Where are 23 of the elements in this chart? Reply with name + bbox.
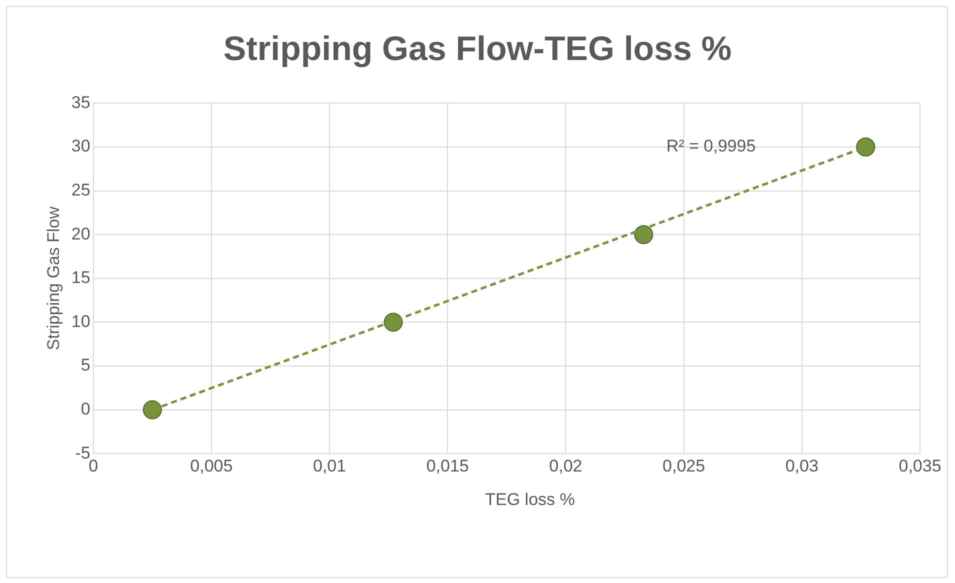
y-tick-label: -5 (75, 443, 90, 462)
x-tick-label: 0,02 (549, 456, 582, 476)
y-tick-label: 5 (80, 356, 90, 375)
x-tick-label: 0,01 (312, 456, 346, 476)
x-tick-label: 0,03 (785, 456, 818, 476)
point (634, 225, 654, 244)
y-tick-label: 35 (71, 92, 90, 112)
y-tick-label: 15 (71, 268, 90, 288)
y-tick-label: 20 (71, 224, 90, 244)
x-tick-label: 0,005 (190, 456, 233, 476)
x-axis-title: TEG loss % (484, 490, 576, 510)
y-axis-title: Stripping Gas Flow (44, 206, 63, 350)
point (142, 400, 162, 420)
x-tick-label: 0,025 (662, 456, 706, 476)
y-tick-label: 10 (71, 312, 90, 331)
point (856, 138, 876, 156)
y-tick-label: 25 (71, 180, 90, 200)
y-tick-label: 0 (80, 399, 90, 418)
x-tick-label: 0,035 (898, 456, 942, 476)
annotation: R² = 0,9995 (666, 136, 756, 156)
y-tick-label: 30 (71, 136, 90, 156)
x-tick-label: 0,015 (426, 456, 469, 476)
chart-title: Stripping Gas Flow-TEG loss % (222, 30, 733, 69)
